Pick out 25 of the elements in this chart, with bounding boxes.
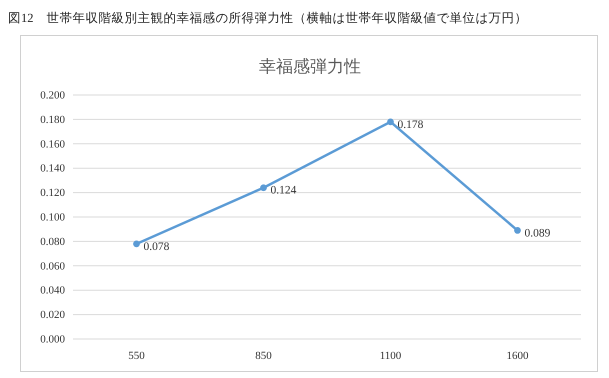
y-tick-label: 0.100: [40, 212, 66, 224]
y-tick-label: 0.060: [40, 260, 66, 272]
point: [387, 118, 394, 126]
point: [260, 184, 267, 192]
point: [133, 240, 140, 248]
point: [514, 227, 521, 234]
x-tick-label: 1100: [380, 350, 402, 362]
y-tick-label: 0.200: [40, 90, 66, 102]
data-label: 0.178: [398, 118, 424, 131]
y-tick-label: 0.020: [40, 309, 66, 322]
caption: 図12 世帯年収階級別主観的幸福感の所得弾力性（横軸は世帯年収階級値で単位は万円）: [8, 10, 528, 25]
y-tick-label: 0.140: [40, 162, 66, 175]
x-tick-label: 850: [255, 350, 272, 362]
y-tick-label: 0.080: [40, 236, 66, 248]
x-tick-label: 1600: [506, 350, 529, 362]
data-label: 0.078: [144, 240, 170, 253]
data-label: 0.089: [524, 227, 551, 240]
y-tick-label: 0.000: [40, 334, 66, 346]
y-tick-label: 0.120: [40, 187, 66, 200]
data-label: 0.124: [270, 184, 297, 197]
x-tick-label: 550: [128, 350, 146, 362]
y-tick-label: 0.040: [40, 284, 66, 297]
chart-title: 幸福感弾力性: [259, 57, 361, 76]
y-tick-label: 0.180: [40, 114, 66, 126]
y-tick-label: 0.160: [40, 138, 66, 150]
